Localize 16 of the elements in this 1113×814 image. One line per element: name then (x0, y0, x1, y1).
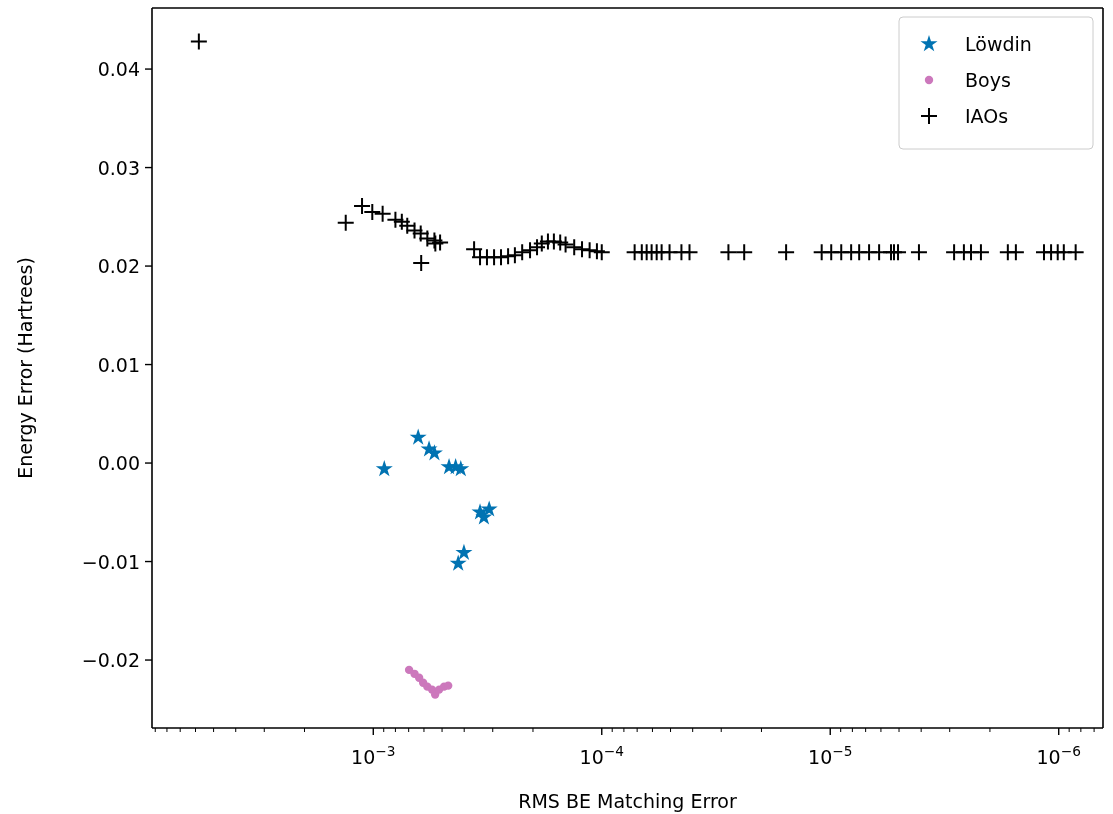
x-axis-title: RMS BE Matching Error (518, 790, 737, 812)
x-tick-label: 10$^{−4}$ (579, 743, 624, 768)
x-tick-label: 10$^{−5}$ (808, 743, 853, 768)
y-tick-label: 0.02 (97, 255, 140, 278)
legend-label: Löwdin (965, 33, 1032, 55)
legend-label: IAOs (965, 105, 1009, 127)
y-tick-label: 0.03 (97, 156, 140, 179)
y-tick-label: −0.01 (81, 550, 140, 573)
y-tick-label: 0.00 (97, 452, 140, 475)
x-tick-label: 10$^{−3}$ (351, 743, 396, 768)
legend-label: Boys (965, 69, 1011, 91)
y-tick-label: 0.01 (97, 353, 140, 376)
y-axis-title: Energy Error (Hartrees) (14, 257, 36, 479)
y-tick-label: −0.02 (81, 649, 140, 672)
y-tick-label: 0.04 (97, 58, 140, 81)
x-tick-label: 10$^{−6}$ (1036, 743, 1081, 768)
